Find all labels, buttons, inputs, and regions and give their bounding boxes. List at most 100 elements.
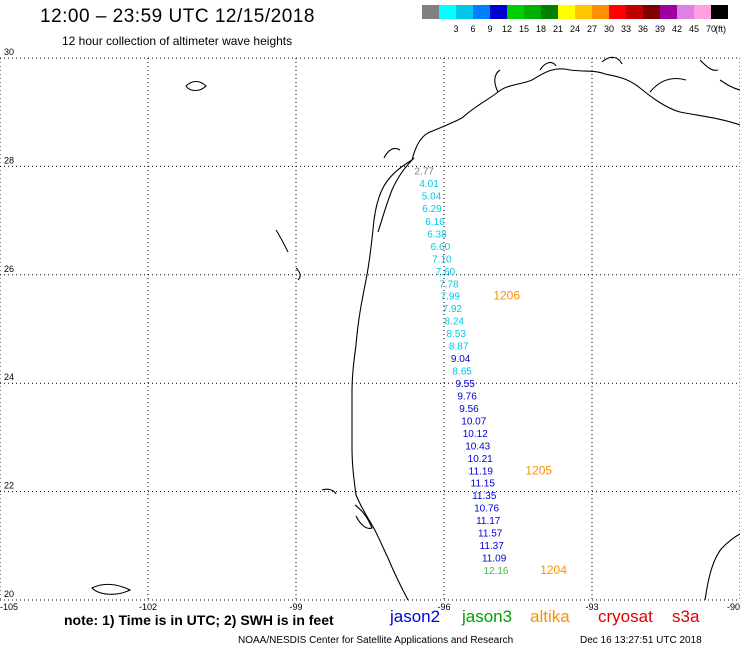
colorbar-tick-label: 12 — [502, 24, 512, 34]
lat-tick-label: 28 — [4, 155, 14, 165]
pass-time-labels: 1206 1205 1204 — [493, 289, 567, 577]
satellite-name: jason3 — [462, 607, 513, 626]
colorbar-swatch — [643, 5, 660, 19]
colorbar-swatch — [456, 5, 473, 19]
colorbar-tick-label: 33 — [621, 24, 631, 34]
generated-timestamp: Dec 16 13:27:51 UTC 2018 — [580, 635, 702, 646]
swh-label: 7.10 — [432, 254, 452, 265]
lon-tick-label: -99 — [289, 602, 302, 612]
colorbar-swatch — [575, 5, 592, 19]
swh-label: 7.92 — [443, 304, 463, 315]
pass-time-label: 1206 — [493, 289, 520, 303]
swh-label: 11.37 — [480, 541, 505, 552]
swh-label: 10.43 — [465, 441, 490, 452]
credit-text: NOAA/NESDIS Center for Satellite Applica… — [238, 635, 514, 646]
swh-label: 11.19 — [469, 466, 494, 477]
satellite-name: s3a — [672, 607, 700, 626]
colorbar-tick-label: 24 — [570, 24, 580, 34]
lon-tick-label: -93 — [585, 602, 598, 612]
swh-label: 9.55 — [455, 379, 475, 390]
colorbar-swatch — [558, 5, 575, 19]
swh-label: 8.53 — [446, 329, 466, 340]
swh-label: 7.99 — [441, 292, 461, 303]
colorbar-swatch — [490, 5, 507, 19]
colorbar-swatch — [439, 5, 456, 19]
swh-label: 11.17 — [476, 516, 501, 527]
colorbar-tick-label: 15 — [519, 24, 529, 34]
colorbar-tick-label: 6 — [470, 24, 475, 34]
swh-label: 2.77 — [414, 167, 434, 178]
lon-tick-label: -102 — [139, 602, 157, 612]
lat-tick-label: 22 — [4, 481, 14, 491]
graticule — [0, 57, 740, 601]
satellite-name: altika — [530, 607, 570, 626]
lon-tick-label: -90 — [727, 602, 740, 612]
axis-tick-labels: -105 -102 -99 -96 -93 -90 20 22 24 26 28 30 — [0, 47, 740, 612]
swh-label: 8.87 — [449, 342, 469, 353]
colorbar-tick-label: 9 — [487, 24, 492, 34]
lat-tick-label: 26 — [4, 264, 14, 274]
colorbar-swatch — [711, 5, 728, 19]
colorbar-tick-label: 18 — [536, 24, 546, 34]
colorbar-swatch — [694, 5, 711, 19]
colorbar-swatch — [541, 5, 558, 19]
footer-note: note: 1) Time is in UTC; 2) SWH is in fe… — [64, 612, 334, 628]
coastline — [91, 56, 740, 601]
lon-tick-label: -96 — [437, 602, 450, 612]
swh-label: 8.65 — [452, 367, 472, 378]
colorbar-tick-label: 30 — [604, 24, 614, 34]
swh-label: 11.57 — [478, 529, 503, 540]
swh-label: 6.29 — [422, 204, 442, 215]
colorbar-unit: (ft) — [715, 24, 726, 34]
page-subtitle: 12 hour collection of altimeter wave hei… — [62, 34, 293, 48]
swh-label: 10.07 — [461, 416, 486, 427]
colorbar-swatch — [524, 5, 541, 19]
colorbar-swatch — [626, 5, 643, 19]
colorbar-tick-label: 70 — [706, 24, 716, 34]
swh-label: 10.21 — [468, 454, 493, 465]
colorbar-swatch — [592, 5, 609, 19]
swh-label: 5.04 — [422, 191, 442, 202]
swh-label: 8.24 — [444, 317, 464, 328]
swh-label: 7.78 — [439, 279, 459, 290]
observation-labels: 2.774.015.04 6.29 6.166.38 6.607.10 7.607.78… — [414, 167, 509, 577]
pass-time-label: 1204 — [540, 563, 567, 577]
swh-label: 9.04 — [451, 354, 471, 365]
colorbar-tick-label: 21 — [553, 24, 563, 34]
satellite-name: cryosat — [598, 607, 653, 626]
swh-label: 10.76 — [474, 504, 499, 515]
swh-label: 11.35 — [472, 491, 497, 502]
swh-label: 10.12 — [463, 429, 488, 440]
colorbar-swatch — [422, 5, 439, 19]
colorbar-tick-label: 45 — [689, 24, 699, 34]
swh-label: 12.16 — [483, 566, 508, 577]
swh-label: 11.15 — [471, 479, 496, 490]
satellite-name: jason2 — [390, 607, 441, 626]
swh-label: 4.01 — [419, 179, 439, 190]
page-title: 12:00 – 23:59 UTC 12/15/2018 — [40, 6, 315, 27]
colorbar-tick-label: 39 — [655, 24, 665, 34]
swh-label: 9.76 — [457, 391, 477, 402]
lat-tick-label: 30 — [4, 47, 14, 57]
colorbar-swatch — [473, 5, 490, 19]
lat-tick-label: 20 — [4, 589, 14, 599]
swh-label: 6.16 — [425, 217, 445, 228]
swh-label: 6.60 — [431, 242, 451, 253]
swh-label: 6.38 — [427, 229, 447, 240]
swh-label: 11.09 — [482, 554, 507, 565]
colorbar-legend: 3 6 9 12 15 18 21 24 27 30 33 36 39 42 45 70(ft) — [422, 5, 728, 34]
colorbar-swatch — [507, 5, 524, 19]
colorbar-swatch — [677, 5, 694, 19]
lat-tick-label: 24 — [4, 372, 14, 382]
colorbar-tick-label: 3 — [453, 24, 458, 34]
lon-tick-label: -105 — [0, 602, 18, 612]
colorbar-swatch — [660, 5, 677, 19]
colorbar-tick-label: 36 — [638, 24, 648, 34]
swh-label: 7.60 — [436, 267, 456, 278]
colorbar-tick-label: 27 — [587, 24, 597, 34]
colorbar-tick-label: 42 — [672, 24, 682, 34]
pass-time-label: 1205 — [525, 463, 552, 477]
colorbar-swatch — [609, 5, 626, 19]
swh-label: 9.56 — [459, 404, 479, 415]
